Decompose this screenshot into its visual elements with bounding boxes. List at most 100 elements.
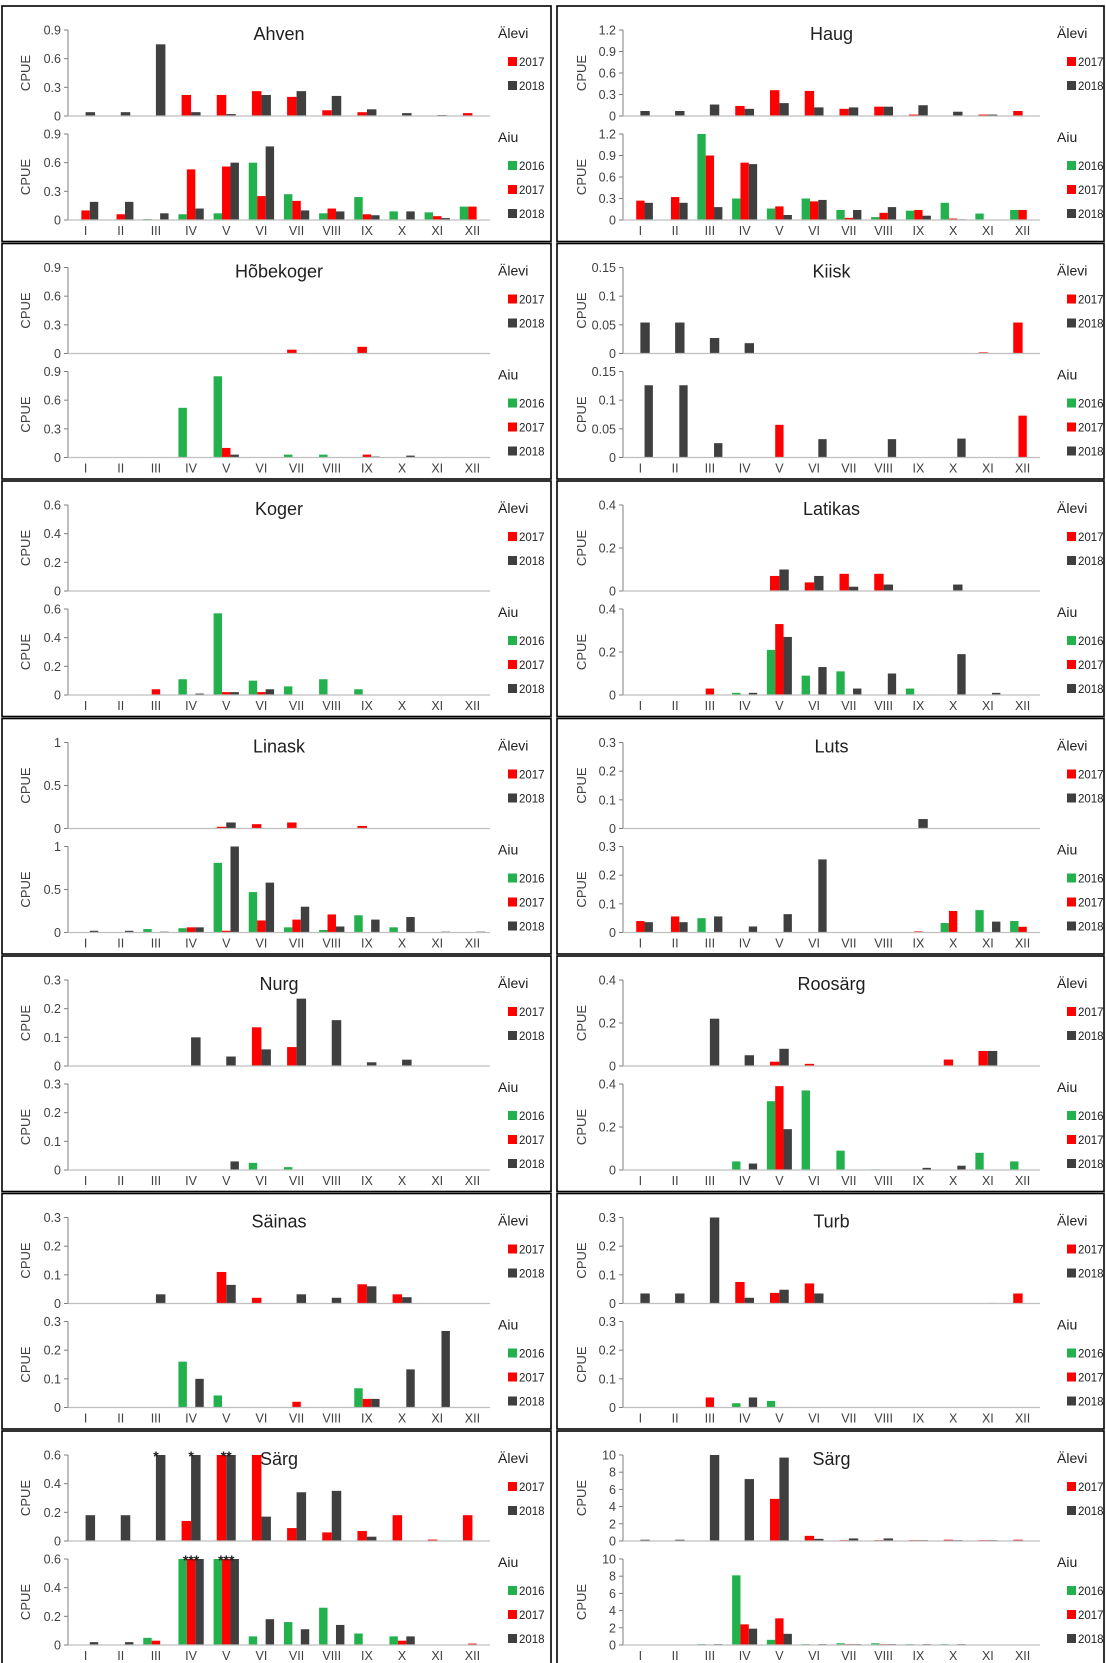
legend-label: 2017 [1078, 57, 1104, 69]
bar [675, 110, 685, 116]
bar [744, 1297, 755, 1304]
bar [769, 1292, 780, 1304]
site-title: Aiu [498, 604, 518, 620]
y-tick-label: 0 [609, 926, 616, 940]
y-tick-label: 0 [609, 1297, 616, 1311]
y-tick-label: 0.2 [599, 765, 616, 779]
x-tick-label: III [151, 462, 161, 476]
legend-label: 2016 [519, 1586, 545, 1598]
x-tick-label: XI [431, 937, 443, 951]
bar [848, 1538, 859, 1541]
x-tick-label: XII [1015, 1649, 1030, 1663]
y-tick-label: 0.2 [599, 1017, 616, 1031]
bar [213, 613, 223, 695]
x-tick-label: X [949, 462, 958, 476]
bar [848, 586, 859, 591]
bar [265, 689, 275, 695]
legend-label: 2017 [1078, 1610, 1104, 1622]
bar [195, 693, 204, 695]
y-tick-label: 6 [609, 1587, 616, 1601]
y-tick-label: 0 [54, 1639, 61, 1653]
bar [766, 1101, 776, 1170]
x-tick-label: II [672, 937, 679, 951]
bar [975, 910, 984, 933]
y-tick-label: 0.1 [44, 1031, 61, 1045]
y-axis-label: CPUE [18, 292, 33, 328]
y-axis-label: CPUE [18, 1480, 33, 1516]
site-title: Älevi [498, 263, 528, 279]
x-tick-label: IX [912, 1649, 924, 1663]
bar [766, 1400, 776, 1408]
x-tick-label: II [117, 1649, 124, 1663]
legend-swatch [1067, 422, 1076, 432]
chart-linask: Linask 0 0.5 1 CPUE Älevi 2017 2018 0 0.5 1 CPUE Aiu… [18, 736, 545, 951]
legend-label: 2017 [1078, 1482, 1104, 1494]
site-title: Älevi [498, 738, 528, 754]
y-axis-label: CPUE [574, 55, 589, 91]
legend-label: 2017 [1078, 423, 1104, 435]
x-tick-label: VIII [322, 1174, 341, 1188]
y-tick-label: 0.6 [44, 603, 61, 617]
legend-swatch [508, 793, 517, 803]
bar [836, 671, 845, 695]
bar [230, 1161, 239, 1170]
x-tick-label: III [705, 699, 715, 713]
bar [213, 1559, 223, 1645]
legend-swatch [508, 897, 517, 907]
bar [705, 688, 715, 695]
bar [433, 216, 442, 220]
x-tick-label: IV [185, 1649, 197, 1663]
panel-frame [556, 480, 1105, 718]
y-tick-label: 0.1 [599, 897, 616, 911]
bar [940, 923, 949, 933]
bar [151, 1640, 161, 1645]
y-tick-label: 0.3 [44, 1211, 61, 1225]
legend-label: 2018 [519, 447, 545, 459]
bar [124, 1642, 134, 1645]
bar [814, 1293, 824, 1304]
bar [740, 162, 749, 220]
y-tick-label: 0 [54, 1401, 61, 1415]
y-tick-label: 0 [609, 1535, 616, 1549]
x-tick-label: XII [465, 1174, 480, 1188]
bar [732, 1403, 741, 1408]
bar [636, 200, 645, 220]
legend-swatch [1067, 873, 1076, 883]
y-tick-label: 0.2 [599, 1344, 616, 1358]
legend-swatch [508, 921, 517, 931]
legend-label: 2016 [519, 1111, 545, 1123]
y-tick-label: 0.2 [44, 1610, 61, 1624]
bar [85, 112, 96, 116]
bar [191, 1455, 201, 1541]
bar [905, 688, 915, 695]
y-tick-label: 0.05 [592, 422, 616, 436]
bar [783, 1129, 792, 1170]
legend-label: 2018 [519, 1159, 545, 1171]
legend-swatch [1067, 161, 1076, 170]
site-title: Aiu [498, 1317, 518, 1333]
significance-marker: *** [183, 1552, 200, 1568]
x-tick-label: XI [431, 1412, 443, 1426]
x-tick-label: X [398, 1174, 407, 1188]
x-tick-label: I [84, 699, 87, 713]
y-axis-label: CPUE [574, 1005, 589, 1041]
x-tick-label: IX [361, 224, 373, 238]
bar [406, 1369, 415, 1408]
bar [769, 1061, 780, 1066]
bar [804, 1063, 815, 1066]
bar [331, 1490, 342, 1541]
x-tick-label: VI [808, 937, 820, 951]
legend-swatch [1067, 793, 1076, 803]
bar [709, 1018, 720, 1066]
bar [216, 1271, 227, 1304]
bar [389, 1636, 398, 1645]
bar [887, 439, 897, 458]
bar [853, 209, 862, 220]
bar [283, 454, 293, 458]
bar [357, 1284, 367, 1304]
x-tick-label: XII [1015, 699, 1030, 713]
bar [257, 920, 266, 933]
legend-swatch [1067, 1244, 1076, 1254]
y-tick-label: 0.9 [44, 261, 61, 275]
site-title: Aiu [498, 367, 518, 383]
